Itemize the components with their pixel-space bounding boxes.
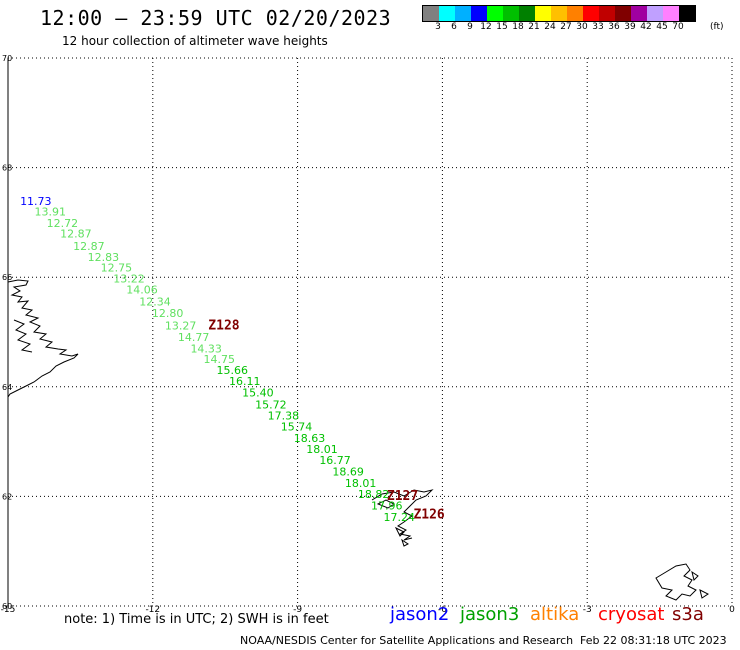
color-swatch	[519, 6, 535, 21]
credit-line: NOAA/NESDIS Center for Satellite Applica…	[240, 634, 574, 647]
swh-value-label: 15.40	[242, 387, 273, 400]
color-swatch	[423, 6, 439, 21]
x-tick-label: 0	[729, 605, 735, 615]
legend-item-s3a: s3a	[672, 604, 704, 625]
color-swatch	[679, 6, 695, 21]
swh-value-label: 17.96	[371, 500, 403, 513]
color-scale-label: 21	[528, 22, 540, 32]
swh-value-label: 16.77	[319, 454, 351, 467]
x-tick-label: -15	[1, 605, 16, 615]
swh-value-label: 15.66	[217, 364, 249, 377]
time-label: Z128	[208, 318, 239, 333]
color-scale-label: 30	[576, 22, 588, 32]
swh-value-label: 13.22	[113, 273, 145, 286]
color-swatch	[583, 6, 599, 21]
color-scale-label: 45	[656, 22, 668, 32]
y-tick-label: 70	[2, 54, 12, 63]
y-tick-label: 66	[2, 273, 12, 282]
swh-value-label: 11.73	[20, 195, 52, 208]
swh-value-label: 12.75	[101, 262, 133, 275]
swh-value-label: 17.38	[268, 410, 300, 423]
y-tick-label: 68	[2, 164, 12, 173]
iceland-fjord	[13, 319, 33, 353]
shetland-islands	[655, 563, 709, 601]
swh-value-label: 13.91	[35, 205, 66, 218]
color-scale-label: 12	[480, 22, 492, 32]
swh-value-label: 12.72	[47, 217, 79, 230]
legend-item-altika: altika	[530, 604, 580, 625]
x-tick-label: -6	[438, 605, 447, 615]
swh-value-label: 15.74	[281, 421, 313, 434]
color-scale-label: 27	[560, 22, 572, 32]
color-scale-label: 36	[608, 22, 620, 32]
swh-value-label: 17.24	[384, 511, 416, 524]
page-subtitle: 12 hour collection of altimeter wave hei…	[62, 34, 328, 48]
time-label: Z126	[413, 507, 444, 522]
color-scale-label: 15	[496, 22, 508, 32]
color-scale-bar	[422, 5, 696, 22]
swh-value-label: 18.63	[294, 432, 326, 445]
color-swatch	[647, 6, 663, 21]
color-swatch	[567, 6, 583, 21]
footnote: note: 1) Time is in UTC; 2) SWH is in fe…	[64, 612, 329, 627]
legend-item-jason2: jason2	[390, 604, 450, 625]
color-scale-label: 42	[640, 22, 652, 32]
swh-value-label: 14.77	[178, 331, 210, 344]
color-scale-label: 39	[624, 22, 636, 32]
color-swatch	[631, 6, 647, 21]
swh-value-label: 12.87	[60, 228, 92, 241]
swh-value-label: 15.72	[255, 399, 287, 412]
color-scale-label: 18	[512, 22, 524, 32]
color-scale-label: 9	[467, 22, 473, 32]
color-scale-label: 3	[435, 22, 441, 32]
swh-value-label: 14.06	[126, 284, 157, 297]
legend-item-cryosat: cryosat	[598, 604, 665, 625]
color-swatch	[503, 6, 519, 21]
swh-observations: 11.7313.9112.7212.8712.8712.8312.7513.22…	[20, 195, 415, 524]
swh-value-label: 13.27	[165, 319, 197, 332]
time-labels: Z128 Z127 Z126	[208, 318, 445, 522]
swh-value-label: 18.69	[332, 466, 364, 479]
color-scale-label: 33	[592, 22, 604, 32]
time-label: Z127	[387, 489, 418, 504]
page-title: 12:00 – 23:59 UTC 02/20/2023	[40, 6, 392, 30]
iceland-coastline	[7, 279, 79, 398]
y-tick-label: 60	[2, 602, 12, 611]
swh-value-label: 14.33	[190, 342, 222, 355]
color-swatch	[551, 6, 567, 21]
color-scale-unit: (ft)	[710, 22, 724, 32]
coastline	[7, 279, 709, 601]
faroe-islands	[371, 489, 434, 547]
color-scale-label: 6	[451, 22, 457, 32]
swh-value-label: 12.87	[73, 240, 105, 253]
x-tick-label: -9	[293, 605, 302, 615]
swh-value-label: 12.34	[139, 296, 171, 309]
color-swatch	[615, 6, 631, 21]
map-grid	[7, 57, 733, 607]
color-swatch	[663, 6, 679, 21]
color-scale-label: 70	[672, 22, 684, 32]
color-swatch	[599, 6, 615, 21]
color-swatch	[439, 6, 455, 21]
axis-tick-labels: -15 -12 -9 -6 -3 0 70 68 66 64 62 60	[1, 54, 735, 615]
x-tick-label: -12	[145, 605, 160, 615]
swh-value-label: 18.82	[358, 488, 390, 501]
y-tick-label: 64	[2, 383, 12, 392]
color-swatch	[535, 6, 551, 21]
swh-value-label: 14.75	[203, 353, 235, 366]
legend-item-jason3: jason3	[460, 604, 520, 625]
color-swatch	[471, 6, 487, 21]
swh-value-label: 16.11	[229, 375, 261, 388]
generation-timestamp: Feb 22 08:31:18 UTC 2023	[580, 634, 727, 647]
x-tick-label: -3	[583, 605, 592, 615]
y-tick-label: 62	[2, 492, 12, 501]
swh-value-label: 18.01	[345, 477, 377, 490]
color-swatch	[455, 6, 471, 21]
color-scale-label: 24	[544, 22, 556, 32]
swh-value-label: 18.01	[306, 443, 338, 456]
swh-value-label: 12.80	[152, 307, 184, 320]
color-swatch	[487, 6, 503, 21]
swh-value-label: 12.83	[88, 251, 120, 264]
